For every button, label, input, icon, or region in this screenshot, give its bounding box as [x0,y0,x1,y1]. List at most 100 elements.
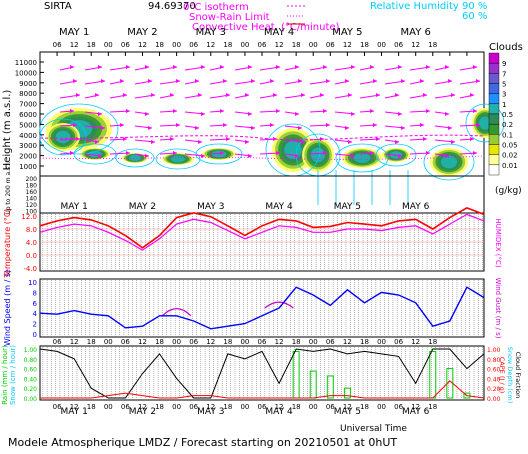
hour-label: 00 [240,403,249,411]
wind-arrow-head [245,93,249,97]
hour-label: 18 [155,41,164,49]
hour-label: 18 [223,403,232,411]
hour-label: 18 [292,41,301,49]
wind-arrow-head [473,151,477,155]
colorbar-segment [488,134,500,145]
wind-arrow-head [301,140,305,144]
hour-label: 12 [343,403,352,411]
wind-arrow-head [248,112,252,116]
wind-arrow-head [376,93,380,97]
cape-tick: 0.20 [487,386,501,393]
wind-arrow-head [323,109,327,113]
hour-label: 18 [292,403,301,411]
wind-arrow-head [223,79,227,83]
hour-label: 00 [104,41,113,49]
wind-arrow-head [98,112,102,116]
wind-arrow-head [101,79,105,83]
colorbar-tick: 3 [502,91,506,99]
precip-tick: 0.80 [24,357,38,364]
wind-arrow-head [370,151,374,155]
wind-arrow-head [70,65,74,69]
wind-arrow-head [426,151,430,155]
hour-label: 06 [258,338,267,346]
rh-60-legend: 60 % [462,11,487,22]
snow-axis-label: Snow (cm / hour) [9,345,17,405]
day-label: MAY 1 [60,407,87,417]
wind-arrow-head [226,93,230,97]
height-tick: 2000 [19,153,37,161]
hour-label: 06 [394,338,403,346]
hour-label: 12 [206,41,215,49]
wind-gust-line [161,301,294,317]
colorbar-tick: 1 [502,101,506,109]
wind-arrow-head [126,65,130,69]
height-tick: 4000 [19,132,37,140]
cape-tick: 0.60 [487,367,501,374]
rh-contour [39,118,87,156]
hour-label: 12 [275,403,284,411]
hour-label: 18 [292,338,301,346]
convective-legend: Convective Heat. (°C/minute) [192,22,340,33]
wind-arrow-head [445,65,449,69]
hour-label: 06 [53,41,62,49]
hour-label: 06 [326,403,335,411]
humidex-line [39,213,485,251]
wind-arrow-head [245,140,249,144]
snow-depth-axis-label: Snow Depth (cm) [506,347,514,403]
hour-label: 18 [223,338,232,346]
wind-gust-axis-label: Wind Gust (m / s) [494,277,502,338]
day-labels-top: MAY 1 MAY 2 MAY 3 MAY 4 MAY 5 MAY 6 [59,27,431,38]
hour-label: 12 [275,338,284,346]
rh-contour [39,103,119,155]
wind-arrow-head [195,126,199,130]
colorbar-unit: (g/kg) [495,186,522,196]
wind-arrow-head [373,79,377,83]
wind-arrow-head [220,65,224,69]
wind-arrow-head [148,126,152,130]
colorbar-tick: 5 [502,81,506,89]
hour-labels-top: 06 12 18 00 06 12 18 00 06 12 18 00 06 12 18 00 06 12 18 00… [53,41,438,49]
wind-arrow-head [226,137,230,141]
hour-label: 06 [258,403,267,411]
day-labels-mid: MAY 1 MAY 2 MAY 3 MAY 4 MAY 5 MAY 6 [60,202,429,212]
wind-arrow-head [401,79,405,83]
colorbar-tick: 0.5 [502,111,513,119]
hour-label: 00 [104,338,113,346]
hour-label: 06 [189,41,198,49]
hour-label: 00 [309,41,318,49]
day-label: MAY 5 [332,27,362,38]
colorbar-segment [488,154,500,166]
wind-arrow-head [248,154,252,158]
hour-label: 06 [394,403,403,411]
colorbar-segment [488,93,500,105]
temperature-y-ticks: 12.0 8.0 4.0 0.0 -4.0 [21,213,484,273]
wind-arrow-head [70,151,74,155]
hour-label: 12 [411,403,420,411]
cloud-blob [170,155,186,163]
rh-contour [423,143,475,181]
hour-label: 18 [223,41,232,49]
wind-arrow-head [401,126,405,130]
wind-panel-frame [39,278,485,338]
cloud-blob [440,155,458,169]
colorbar-segment [488,73,500,84]
humidex-axis-label: HUMIDEX (°C) [494,218,502,267]
rh-contour [465,103,505,143]
hour-label: 00 [240,41,249,49]
low-height-axis-label: Up to 200 m a.s.l. [5,161,12,214]
hour-label: 06 [53,403,62,411]
low-height-tick: 140 [26,196,38,203]
day-label: MAY 6 [402,407,430,417]
wind-arrow-head [398,65,402,69]
wind-arrow-head [420,79,424,83]
wind-arrow-head [326,79,330,83]
wind-arrow-head [351,65,355,69]
cape-tick: 1.00 [487,347,501,354]
wind-arrow-head [151,93,155,97]
wind-arrow-head [176,123,180,127]
isotherm-legend: 0°C isotherm [183,2,249,13]
height-tick: 11000 [15,59,37,67]
colorbar-segment [488,113,500,125]
